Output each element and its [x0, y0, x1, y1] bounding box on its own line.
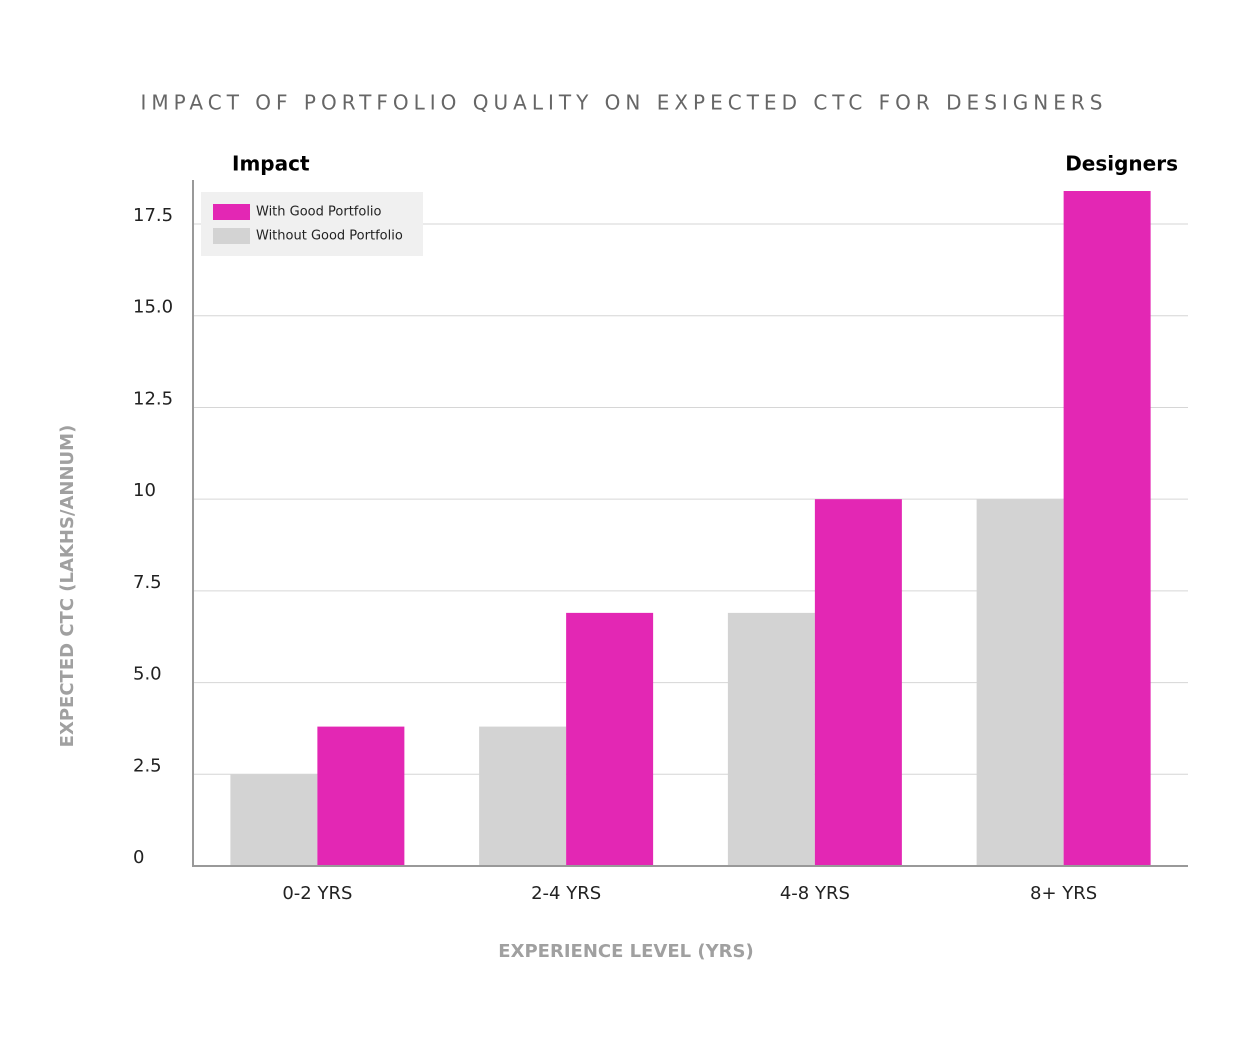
y-tick-label: 15.0: [133, 297, 173, 318]
legend-swatch: [213, 228, 250, 244]
bar: [566, 612, 654, 866]
annotation: Designers: [1065, 152, 1178, 176]
grid: 0 2.5 5.0 7.5 10 12.5 15.0 17.5: [133, 205, 1188, 868]
x-tick-label: 0-2 YRS: [282, 883, 352, 904]
y-tick-label: 2.5: [133, 755, 162, 776]
chart-title: IMPACT OF PORTFOLIO QUALITY ON EXPECTED …: [141, 91, 1108, 115]
bar: [814, 499, 902, 866]
y-tick-label: 17.5: [133, 205, 173, 226]
x-axis-label: EXPERIENCE LEVEL (YRS): [498, 941, 753, 962]
bars: [230, 191, 1151, 866]
legend: With Good Portfolio Without Good Portfoli…: [201, 192, 423, 256]
y-tick-label: 10: [133, 480, 156, 501]
x-tick-label: 8+ YRS: [1030, 883, 1097, 904]
x-tick-label: 2-4 YRS: [531, 883, 601, 904]
bar: [727, 612, 815, 866]
y-tick-label: 7.5: [133, 572, 162, 593]
x-tick-label: 4-8 YRS: [780, 883, 850, 904]
y-axis-label: EXPECTED CTC (LAKHS/ANNUM): [57, 425, 78, 748]
legend-swatch: [213, 204, 250, 220]
bar: [976, 499, 1064, 866]
legend-label: With Good Portfolio: [256, 205, 382, 220]
y-tick-label: 0: [133, 847, 144, 868]
bar: [230, 774, 318, 866]
bar: [1063, 191, 1151, 866]
y-tick-label: 5.0: [133, 664, 162, 685]
bar: [479, 726, 567, 866]
y-tick-label: 12.5: [133, 388, 173, 409]
legend-label: Without Good Portfolio: [256, 229, 403, 244]
legend-box: [201, 192, 423, 256]
bar: [317, 726, 405, 866]
annotation: Impact: [232, 152, 310, 176]
